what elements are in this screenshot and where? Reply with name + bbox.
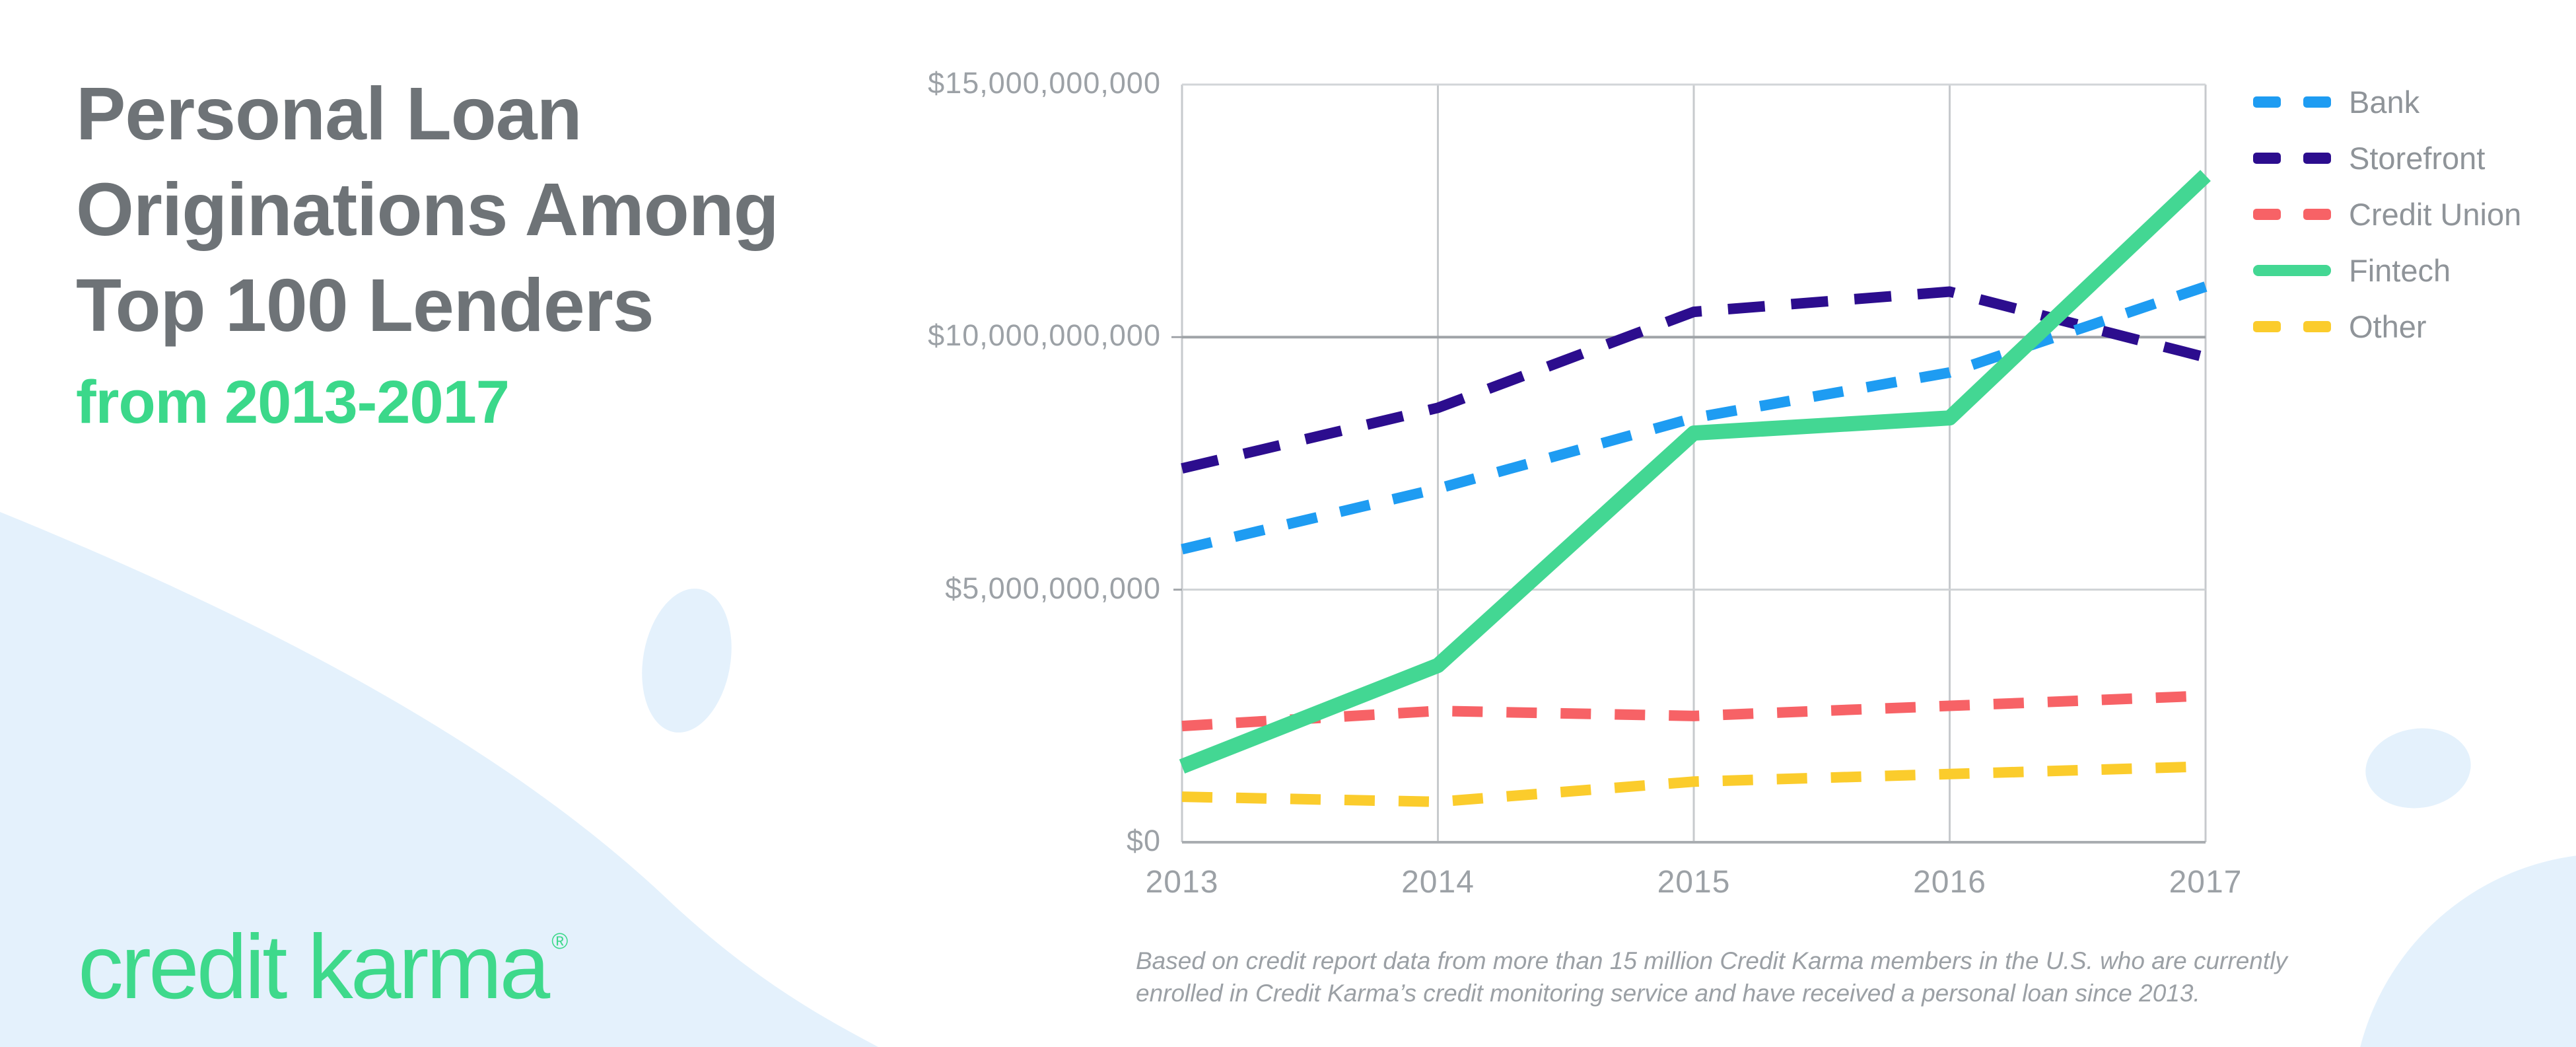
series-line-fintech	[1179, 170, 2211, 774]
x-tick-label: 2016	[1913, 865, 1986, 900]
legend-swatch-dashed	[2253, 96, 2331, 108]
background-blob-right-ellipse	[2365, 728, 2471, 809]
legend-dash-icon	[2253, 96, 2281, 108]
legend-dash-icon	[2303, 153, 2331, 164]
legend-item-bank: Bank	[2253, 74, 2521, 130]
x-tick-label: 2014	[1401, 865, 1475, 900]
legend-dash-icon	[2303, 321, 2331, 332]
legend-item-credit-union: Credit Union	[2253, 186, 2521, 242]
legend-dash-icon	[2253, 153, 2281, 164]
footnote-line-1: Based on credit report data from more th…	[1136, 947, 2287, 974]
page-title-line-3: Top 100 Lenders	[76, 264, 654, 347]
page-title-line-1: Personal Loan	[76, 72, 582, 155]
x-tick-label: 2013	[1145, 865, 1219, 900]
y-tick-label: $15,000,000,000	[928, 66, 1161, 100]
legend-swatch-dashed	[2253, 321, 2331, 332]
title-block: Personal Loan Originations Among Top 100…	[76, 66, 779, 437]
series-line-other	[1181, 761, 2206, 807]
registered-trademark-icon: ®	[551, 929, 569, 954]
series-line-credit-union	[1181, 690, 2206, 732]
chart-legend: Bank Storefront Credit Union Fintech Other	[2253, 74, 2521, 355]
legend-solid-line-icon	[2253, 265, 2331, 276]
background-blob-bottom-right-circle	[2360, 855, 2576, 1047]
footnote-line-2: enrolled in Credit Karma’s credit monito…	[1136, 980, 2200, 1007]
chart-footnote: Based on credit report data from more th…	[1136, 945, 2287, 1009]
series-line-storefront	[1181, 286, 2207, 474]
legend-label: Fintech	[2349, 253, 2451, 288]
legend-label: Storefront	[2349, 141, 2486, 176]
background-blob-small-ellipse	[642, 589, 732, 733]
page-title-line-2: Originations Among	[76, 168, 779, 251]
legend-item-storefront: Storefront	[2253, 130, 2521, 186]
legend-label: Other	[2349, 309, 2427, 344]
credit-karma-logo: credit karma ®	[78, 915, 568, 1020]
legend-label: Credit Union	[2349, 197, 2522, 232]
legend-dash-icon	[2253, 209, 2281, 220]
legend-swatch-dashed	[2253, 153, 2331, 164]
legend-label: Bank	[2349, 85, 2420, 120]
y-tick-label: $5,000,000,000	[945, 571, 1161, 605]
background-blob-bottom-left	[0, 512, 878, 1047]
legend-dash-icon	[2303, 96, 2331, 108]
legend-swatch-solid	[2253, 265, 2331, 276]
x-tick-label: 2017	[2169, 865, 2243, 900]
x-tick-label: 2015	[1657, 865, 1731, 900]
logo-text: credit karma	[78, 916, 550, 1018]
legend-item-other: Other	[2253, 299, 2521, 355]
y-tick-label: $0	[1126, 824, 1161, 857]
legend-dash-icon	[2303, 209, 2331, 220]
y-tick-label: $10,000,000,000	[928, 318, 1161, 353]
legend-swatch-dashed	[2253, 209, 2331, 220]
legend-item-fintech: Fintech	[2253, 242, 2521, 299]
legend-dash-icon	[2253, 321, 2281, 332]
page-subtitle: from 2013-2017	[76, 369, 510, 436]
